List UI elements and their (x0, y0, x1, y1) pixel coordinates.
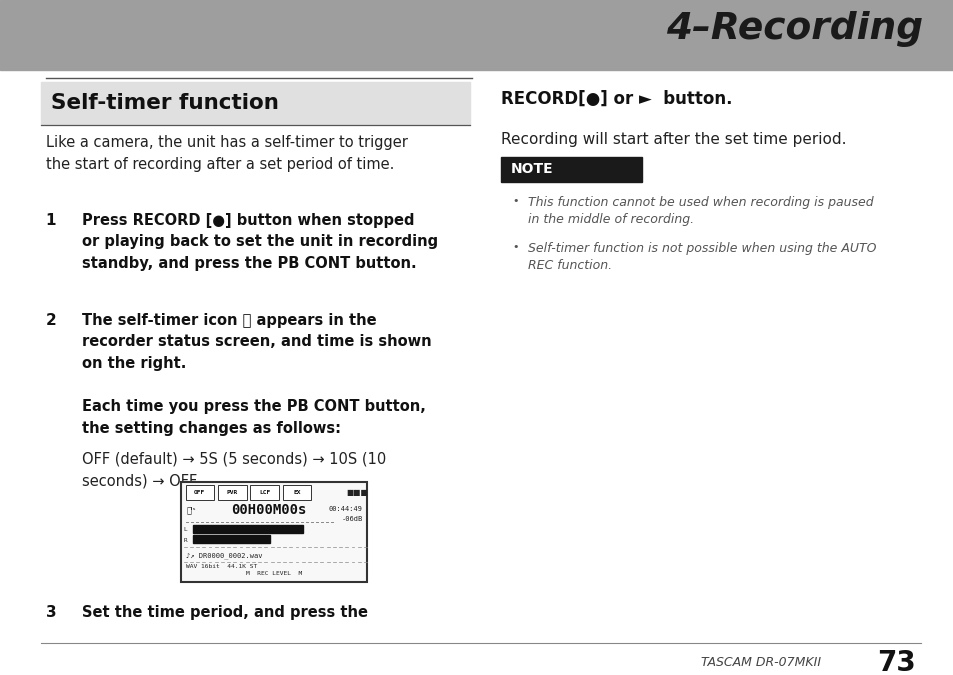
Bar (500, 157, 641, 182)
Text: Self-timer function: Self-timer function (51, 92, 278, 113)
Text: Recording will start after the set time period.: Recording will start after the set time … (500, 132, 845, 146)
Text: ⏲ᴵˢ: ⏲ᴵˢ (186, 506, 196, 515)
Bar (0, 0, 953, 70)
Text: 73: 73 (876, 649, 915, 675)
Text: This function cannot be used when recording is paused
in the middle of recording: This function cannot be used when record… (527, 196, 872, 226)
Text: L: L (183, 527, 187, 533)
Text: 3: 3 (46, 605, 56, 620)
Text: LCF: LCF (259, 489, 270, 495)
Bar (250, 485, 278, 500)
Text: 4–Recording: 4–Recording (665, 11, 923, 47)
Text: OFF: OFF (194, 489, 205, 495)
Text: TASCAM DR-07MKII: TASCAM DR-07MKII (700, 656, 821, 670)
Text: R: R (183, 537, 187, 543)
Text: •: • (512, 242, 518, 252)
Text: ■■■: ■■■ (345, 487, 367, 497)
Bar (180, 482, 366, 582)
Text: Press RECORD [●] button when stopped
or playing back to set the unit in recordin: Press RECORD [●] button when stopped or … (82, 213, 437, 271)
Bar (185, 485, 213, 500)
Text: 1: 1 (46, 213, 56, 227)
Bar (282, 485, 311, 500)
Text: 00:44:49: 00:44:49 (329, 506, 362, 512)
Bar (193, 535, 269, 543)
Text: ▼: ▼ (241, 525, 246, 530)
Text: PVR: PVR (227, 489, 237, 495)
Text: Set the time period, and press the: Set the time period, and press the (82, 605, 368, 620)
Text: M  REC LEVEL  M: M REC LEVEL M (246, 571, 301, 576)
Text: The self-timer icon ⏲ appears in the
recorder status screen, and time is shown
o: The self-timer icon ⏲ appears in the rec… (82, 313, 431, 371)
Text: 2: 2 (46, 313, 56, 327)
Bar (193, 525, 303, 533)
Text: NOTE: NOTE (510, 163, 553, 176)
Text: Like a camera, the unit has a self-timer to trigger
the start of recording after: Like a camera, the unit has a self-timer… (46, 135, 407, 171)
Text: 00H00M00s: 00H00M00s (231, 504, 307, 517)
Text: EX: EX (294, 489, 300, 495)
Text: WAV 16bit  44.1K ST: WAV 16bit 44.1K ST (185, 564, 256, 569)
Text: •: • (512, 196, 518, 206)
Text: RECORD[●] or ►  button.: RECORD[●] or ► button. (500, 90, 732, 108)
Text: ♪↗ DR0000_0002.wav: ♪↗ DR0000_0002.wav (185, 552, 262, 559)
Text: -06dB: -06dB (341, 516, 362, 522)
Bar (217, 485, 246, 500)
Text: OFF (default) → 5S (5 seconds) → 10S (10
seconds) → OFF: OFF (default) → 5S (5 seconds) → 10S (10… (82, 452, 386, 488)
Text: Each time you press the PB CONT button,
the setting changes as follows:: Each time you press the PB CONT button, … (82, 399, 425, 435)
Bar (41, 82, 470, 124)
Text: Self-timer function is not possible when using the AUTO
REC function.: Self-timer function is not possible when… (527, 242, 875, 272)
